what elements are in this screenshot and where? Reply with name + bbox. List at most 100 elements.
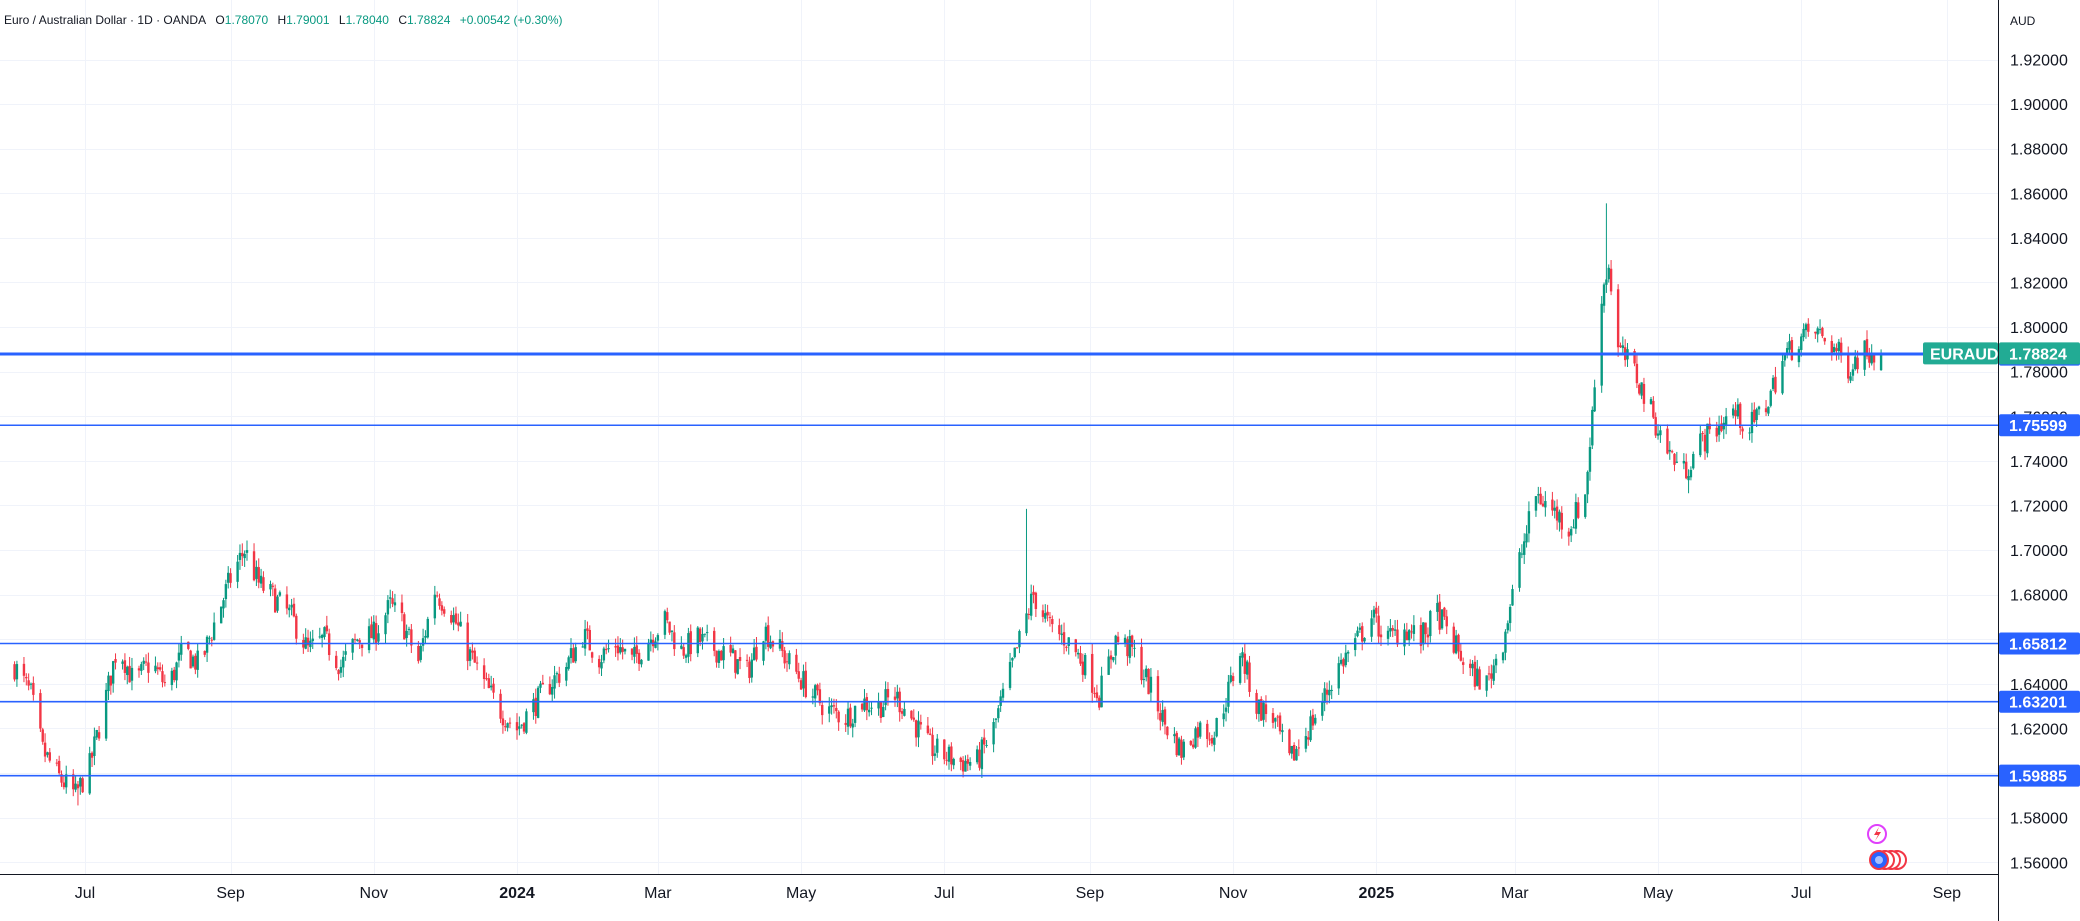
- candle[interactable]: [433, 585, 437, 625]
- candle[interactable]: [797, 662, 800, 683]
- candle[interactable]: [1863, 340, 1866, 376]
- candle[interactable]: [539, 680, 542, 694]
- candle[interactable]: [1731, 404, 1735, 419]
- candle[interactable]: [1722, 417, 1725, 439]
- candle[interactable]: [457, 613, 460, 632]
- candle[interactable]: [1494, 654, 1498, 674]
- horizontal-lines[interactable]: [0, 353, 1998, 777]
- candle[interactable]: [1753, 402, 1756, 424]
- candle[interactable]: [1133, 639, 1136, 658]
- candle[interactable]: [1469, 659, 1472, 676]
- candle[interactable]: [1501, 651, 1505, 664]
- candle[interactable]: [1703, 428, 1707, 460]
- candle[interactable]: [403, 612, 406, 640]
- candle[interactable]: [1412, 615, 1416, 642]
- candle[interactable]: [788, 650, 791, 670]
- candle[interactable]: [1288, 728, 1291, 756]
- candle[interactable]: [778, 629, 782, 652]
- candle[interactable]: [435, 591, 439, 598]
- candle[interactable]: [1255, 689, 1258, 720]
- candle[interactable]: [1245, 659, 1249, 680]
- candle[interactable]: [1508, 604, 1512, 632]
- candle[interactable]: [1001, 682, 1005, 702]
- candle[interactable]: [813, 683, 817, 708]
- candle[interactable]: [1572, 519, 1575, 529]
- candle[interactable]: [722, 637, 725, 669]
- candle[interactable]: [997, 704, 1000, 723]
- candle[interactable]: [1051, 615, 1054, 633]
- candle[interactable]: [501, 710, 505, 734]
- candle[interactable]: [1788, 333, 1791, 353]
- candle[interactable]: [191, 654, 195, 668]
- candle[interactable]: [1041, 604, 1045, 623]
- candle[interactable]: [426, 616, 429, 639]
- candle[interactable]: [1593, 379, 1596, 413]
- candle[interactable]: [1370, 610, 1373, 642]
- candle[interactable]: [1386, 625, 1390, 646]
- candle[interactable]: [57, 755, 61, 775]
- candle[interactable]: [475, 656, 479, 671]
- candle[interactable]: [482, 658, 486, 689]
- candle[interactable]: [309, 631, 312, 653]
- candle[interactable]: [137, 665, 141, 678]
- candle[interactable]: [947, 744, 951, 770]
- candle[interactable]: [1459, 643, 1463, 662]
- candle[interactable]: [245, 540, 249, 561]
- candle[interactable]: [123, 653, 127, 681]
- candle[interactable]: [816, 683, 819, 696]
- candle[interactable]: [1689, 466, 1693, 481]
- candle[interactable]: [508, 717, 512, 729]
- candle[interactable]: [88, 746, 91, 795]
- candle[interactable]: [292, 597, 296, 618]
- candle[interactable]: [1161, 700, 1164, 727]
- candle[interactable]: [1584, 494, 1587, 519]
- candle[interactable]: [1342, 657, 1345, 674]
- candle[interactable]: [1527, 501, 1531, 543]
- line-price-badge[interactable]: 1.75599: [1999, 414, 2080, 437]
- candle[interactable]: [964, 755, 967, 772]
- candle[interactable]: [203, 650, 206, 658]
- candle[interactable]: [158, 662, 162, 672]
- candle[interactable]: [1544, 491, 1547, 517]
- symbol-price-badge[interactable]: EURAUD 1.78824: [1923, 342, 2080, 365]
- candle[interactable]: [438, 593, 441, 610]
- candle[interactable]: [95, 729, 98, 740]
- candle[interactable]: [586, 621, 589, 640]
- candle[interactable]: [705, 624, 709, 642]
- candle[interactable]: [504, 720, 507, 732]
- candle[interactable]: [518, 716, 521, 736]
- candle[interactable]: [851, 718, 854, 738]
- candle[interactable]: [241, 543, 244, 567]
- lightning-icon[interactable]: [1867, 824, 1887, 844]
- candle[interactable]: [1621, 336, 1625, 356]
- candle[interactable]: [1290, 745, 1293, 759]
- candle[interactable]: [1471, 660, 1474, 677]
- candle[interactable]: [262, 571, 265, 594]
- candle[interactable]: [1067, 637, 1070, 655]
- candle[interactable]: [1551, 491, 1554, 516]
- candle[interactable]: [936, 734, 939, 758]
- candle[interactable]: [1274, 717, 1277, 729]
- line-price-badge[interactable]: 1.63201: [1999, 690, 2080, 713]
- candle[interactable]: [541, 674, 545, 685]
- candle[interactable]: [1337, 656, 1340, 695]
- candle[interactable]: [60, 770, 63, 787]
- candle[interactable]: [619, 638, 622, 655]
- candle[interactable]: [590, 651, 594, 663]
- candle[interactable]: [1215, 717, 1218, 738]
- candle[interactable]: [1652, 396, 1655, 420]
- candle[interactable]: [900, 707, 904, 720]
- candle[interactable]: [597, 655, 601, 674]
- candle[interactable]: [1222, 704, 1225, 727]
- candle[interactable]: [1074, 638, 1077, 657]
- candle[interactable]: [41, 727, 44, 745]
- candle[interactable]: [356, 638, 359, 642]
- candle[interactable]: [950, 742, 953, 772]
- candle[interactable]: [1616, 284, 1620, 357]
- candle[interactable]: [342, 650, 345, 678]
- candle[interactable]: [22, 657, 26, 683]
- candle[interactable]: [602, 646, 606, 664]
- candle[interactable]: [1403, 623, 1406, 656]
- candle[interactable]: [1429, 609, 1432, 643]
- candle[interactable]: [1309, 710, 1312, 742]
